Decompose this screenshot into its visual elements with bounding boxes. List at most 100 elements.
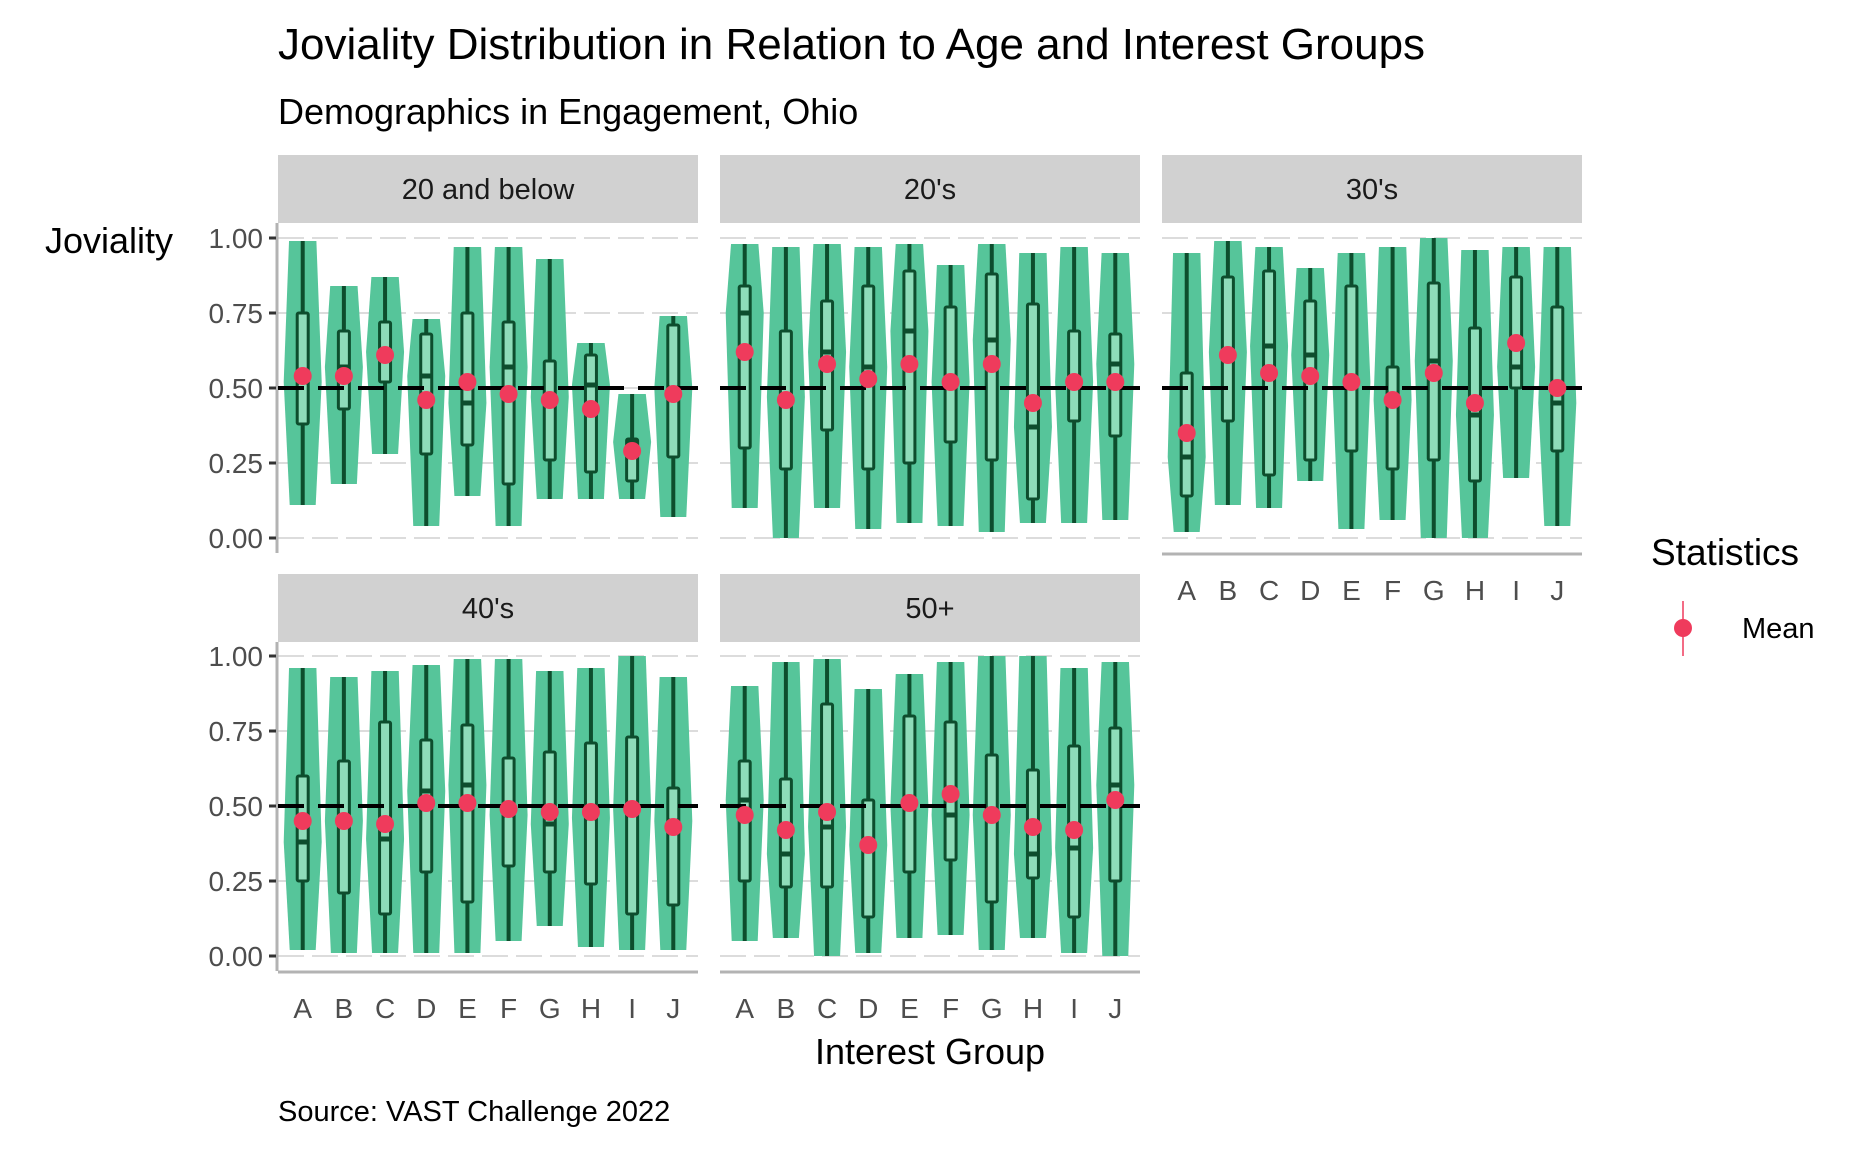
box [1344,284,1359,453]
x-tick-label: H [1465,575,1485,606]
x-tick-label: E [1342,575,1361,606]
mean-point [458,794,477,812]
mean-point [458,373,477,391]
y-tick-label: 0.00 [209,941,264,972]
facet-strip-label: 20 and below [402,174,576,206]
x-tick-label: B [1219,575,1238,606]
mean-point [735,343,754,361]
mean-point [1065,373,1084,391]
y-tick-label: 0.75 [209,716,264,747]
facet-strip-label: 30's [1346,174,1398,206]
y-tick-label: 0.25 [209,448,264,479]
facet-panel: 50+ A B C D E F G H I J [720,574,1140,1024]
mean-point [417,794,436,812]
mean-point [1177,424,1196,442]
facet-panel: 20's [720,155,1140,539]
mean-point [1424,364,1443,382]
chart-subtitle: Demographics in Engagement, Ohio [278,91,858,132]
legend-label-mean: Mean [1742,613,1815,645]
x-tick-label: H [581,993,601,1024]
mean-point [540,391,559,409]
x-tick-label: I [1070,993,1078,1024]
mean-point [859,836,878,854]
x-tick-label: I [628,993,636,1024]
x-tick-label: B [777,993,796,1024]
x-tick-label: G [981,993,1003,1024]
mean-point [982,806,1001,824]
mean-point [581,400,600,418]
box [737,284,752,450]
legend-key-point [1674,619,1692,637]
y-tick-label: 0.50 [209,791,264,822]
x-tick-label: C [1259,575,1279,606]
mean-point [1106,791,1125,809]
chart-title: Joviality Distribution in Relation to Ag… [278,20,1425,69]
legend: Statistics Mean [1651,532,1815,656]
mean-point [623,442,642,460]
mean-point [1023,818,1042,836]
mean-point [664,818,683,836]
mean-point [818,803,837,821]
box [1385,365,1400,471]
x-tick-label: F [1384,575,1401,606]
y-tick-label: 0.50 [209,373,264,404]
x-tick-label: I [1512,575,1520,606]
y-tick-label: 0.25 [209,866,264,897]
box [625,735,640,916]
x-tick-label: B [335,993,354,1024]
x-tick-label: J [1550,575,1564,606]
mean-point [900,794,919,812]
mean-point [1548,379,1567,397]
facet-panels: 20 and below 0.00 0.25 0.50 0.75 1.00 20's 30's… [209,155,1582,1024]
mean-point [1342,373,1361,391]
box [984,753,999,904]
x-tick-label: F [500,993,517,1024]
x-tick-label: F [942,993,959,1024]
box [861,798,876,919]
mean-point [499,800,518,818]
mean-point [941,373,960,391]
mean-point [334,367,353,385]
mean-point [376,346,395,364]
facet-strip-label: 20's [904,174,956,206]
x-tick-label: D [416,993,436,1024]
mean-point [334,812,353,830]
y-tick-label: 1.00 [209,223,264,254]
box [666,786,681,907]
facet-panel: 40's 0.00 0.25 0.50 0.75 1.00 A B C D E F G H I J [209,574,698,1024]
y-tick-label: 1.00 [209,641,264,672]
mean-point [900,355,919,373]
mean-point [818,355,837,373]
mean-point [1465,394,1484,412]
facet-strip [278,574,698,642]
mean-point [776,391,795,409]
mean-point [293,367,312,385]
x-tick-label: E [900,993,919,1024]
mean-point [540,803,559,821]
x-tick-label: G [1423,575,1445,606]
mean-point [664,385,683,403]
mean-point [623,800,642,818]
x-tick-label: C [817,993,837,1024]
facet-panel: 20 and below 0.00 0.25 0.50 0.75 1.00 [209,155,698,554]
facet-strip [278,155,698,223]
violins [725,244,1135,538]
mean-point [499,385,518,403]
mean-point [859,370,878,388]
mean-point [581,803,600,821]
facet-strip-label: 40's [462,593,514,625]
legend-title: Statistics [1651,532,1799,573]
x-tick-label: A [293,993,312,1024]
mean-point [293,812,312,830]
box [501,320,516,486]
mean-point [1023,394,1042,412]
x-tick-label: H [1023,993,1043,1024]
facet-strip-label: 50+ [905,593,954,625]
mean-point [1106,373,1125,391]
y-tick-label: 0.00 [209,523,264,554]
mean-point [776,821,795,839]
facet-strip [1162,155,1582,223]
mean-point [417,391,436,409]
mean-point [1218,346,1237,364]
